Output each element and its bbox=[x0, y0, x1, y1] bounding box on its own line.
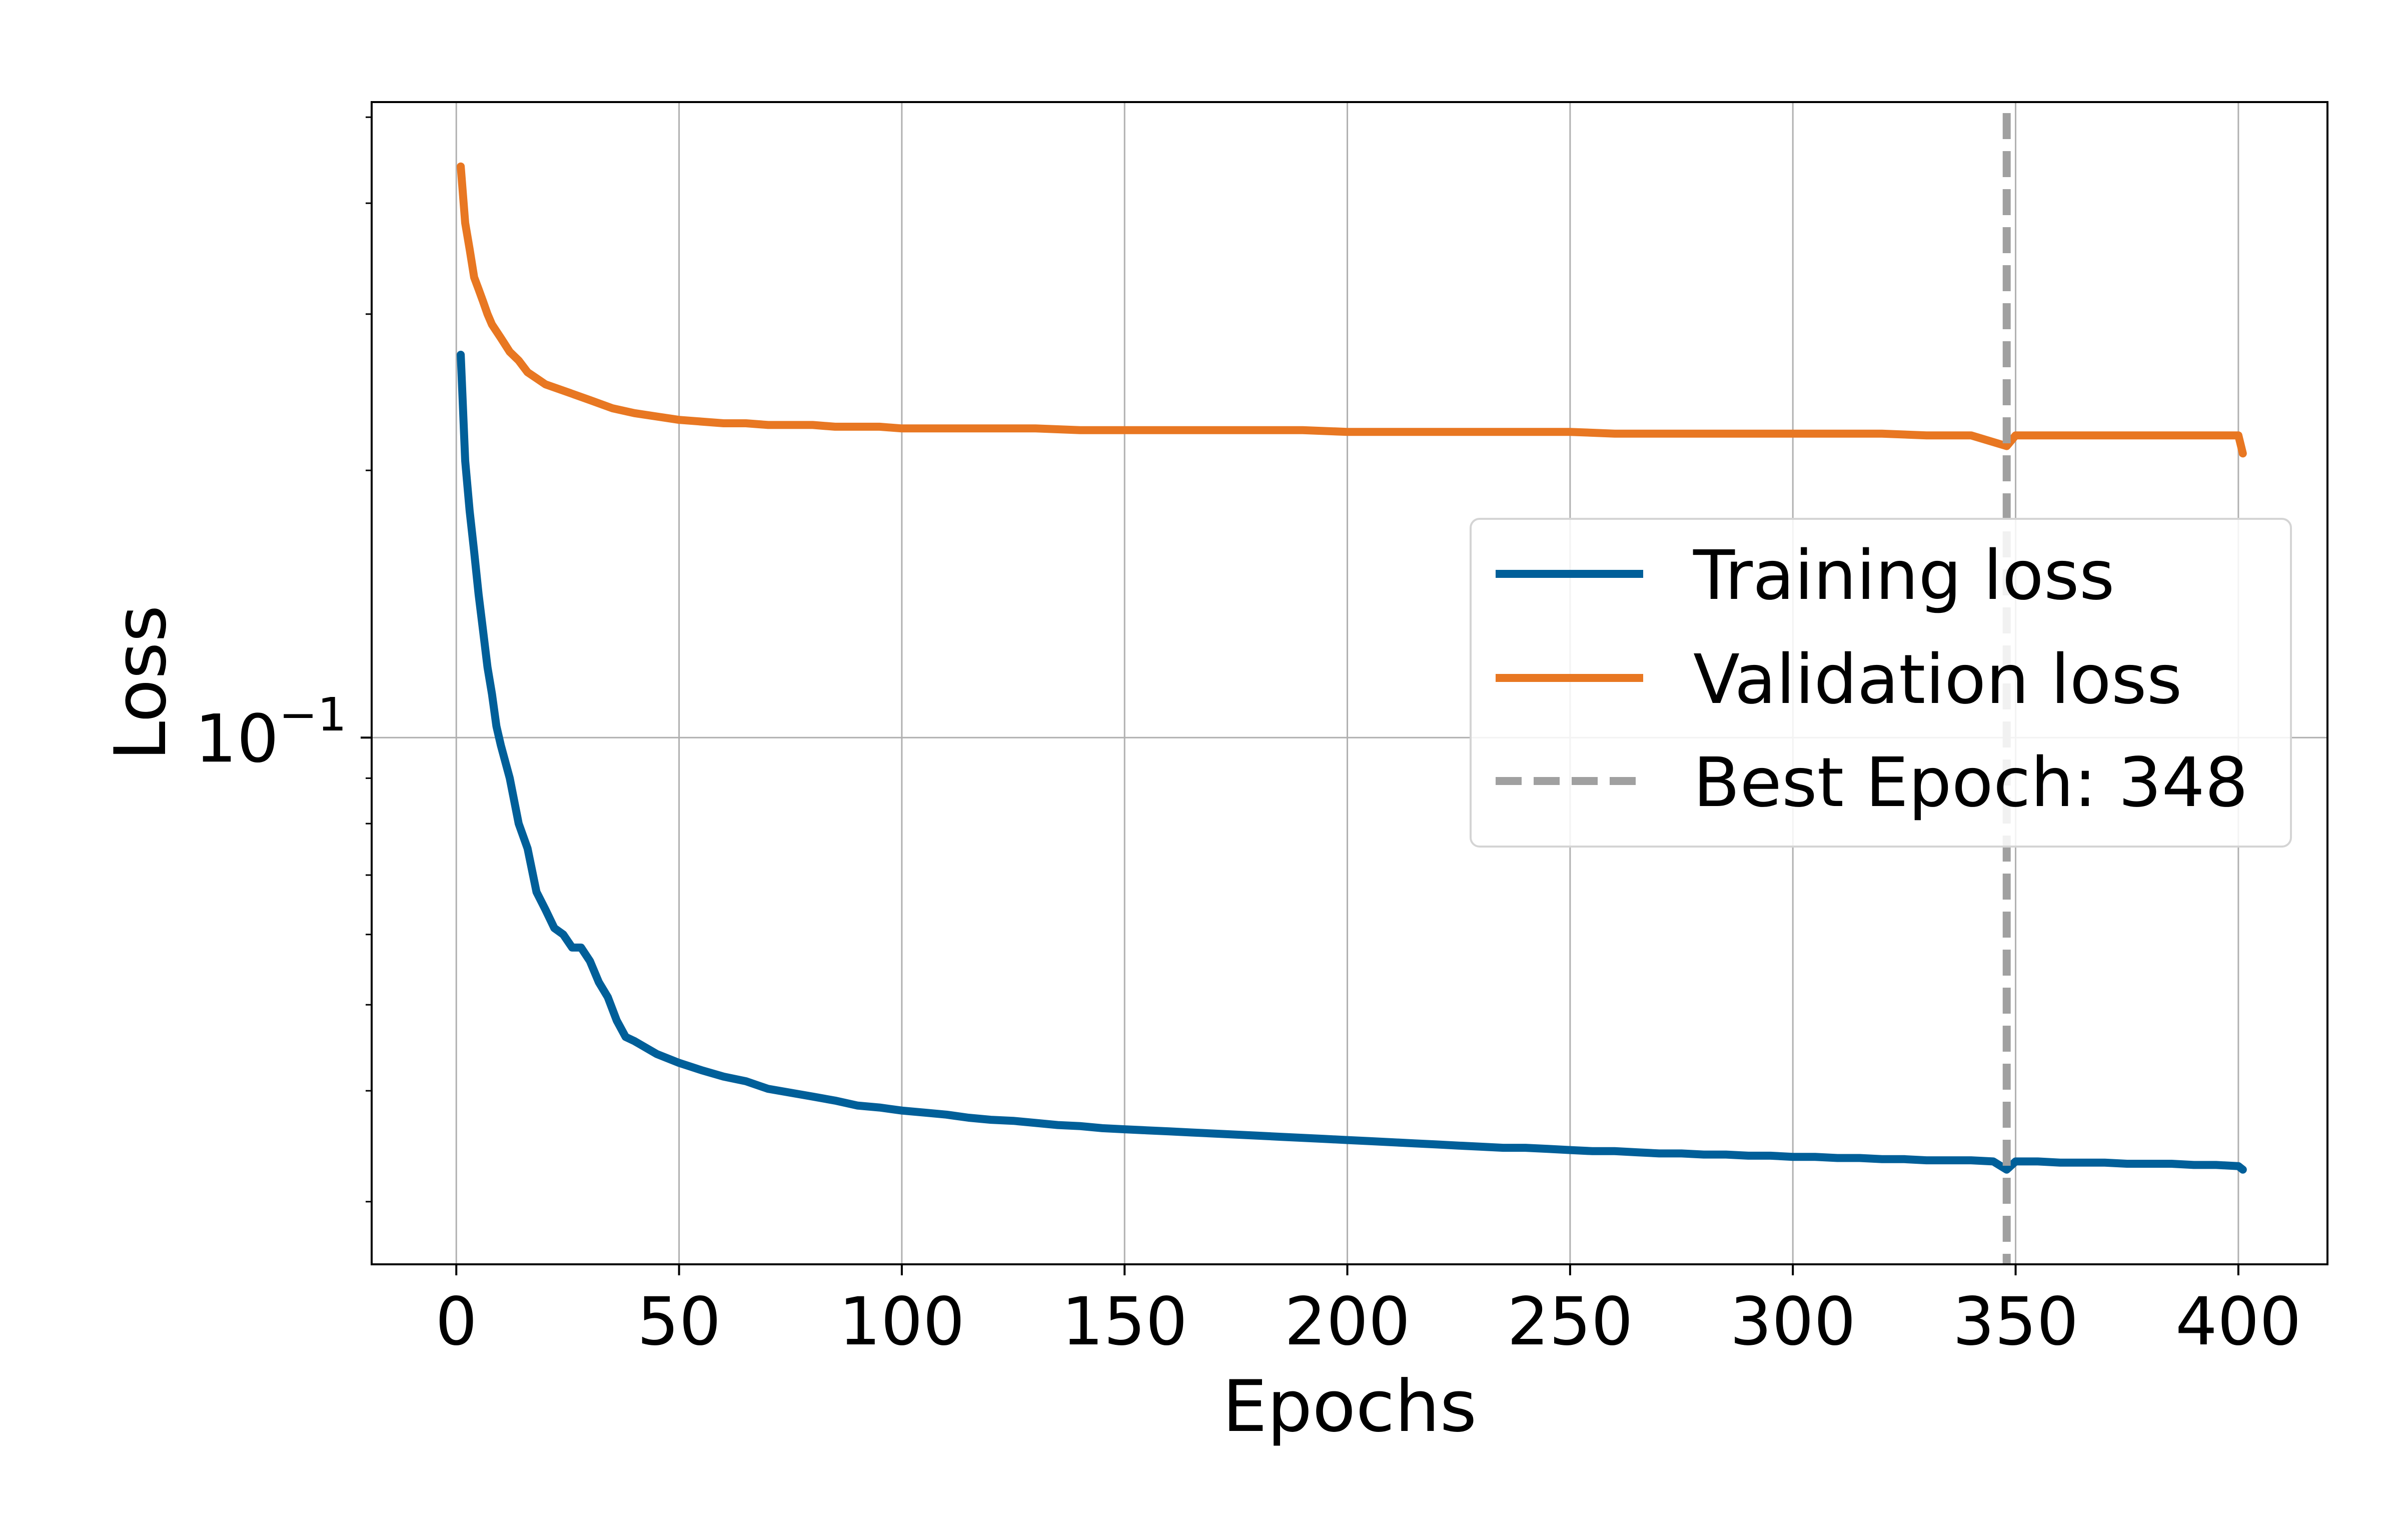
x-tick-label: 150 bbox=[1061, 1283, 1187, 1360]
x-tick-label: 100 bbox=[839, 1283, 965, 1360]
legend-label-training: Training loss bbox=[1693, 536, 2115, 615]
x-tick-label: 0 bbox=[435, 1283, 477, 1360]
series bbox=[457, 162, 2247, 1174]
legend-label-best-epoch: Best Epoch: 348 bbox=[1693, 743, 2248, 823]
x-axis-ticks: 0 50 100 150 200 250 300 350 400 bbox=[435, 1264, 2301, 1360]
x-tick-label: 50 bbox=[637, 1283, 721, 1360]
x-tick-label: 250 bbox=[1507, 1283, 1633, 1360]
series-line-training bbox=[457, 351, 2247, 1174]
legend: Training loss Validation loss Best Epoch… bbox=[1470, 518, 2292, 848]
plot-area-frame bbox=[371, 101, 2328, 1265]
y-axis-ticks: 10−1 bbox=[195, 688, 372, 778]
x-tick-label: 400 bbox=[2175, 1283, 2301, 1360]
x-tick-label: 200 bbox=[1285, 1283, 1411, 1360]
legend-frame bbox=[1470, 518, 2292, 848]
x-axis-label: Epochs bbox=[1223, 1365, 1477, 1448]
y-axis-label: Loss bbox=[100, 605, 182, 760]
y-tick-label: 10−1 bbox=[195, 688, 347, 778]
x-tick-label: 300 bbox=[1730, 1283, 1856, 1360]
series-line-validation bbox=[457, 162, 2247, 458]
legend-label-validation: Validation loss bbox=[1693, 640, 2182, 719]
x-tick-label: 350 bbox=[1953, 1283, 2079, 1360]
